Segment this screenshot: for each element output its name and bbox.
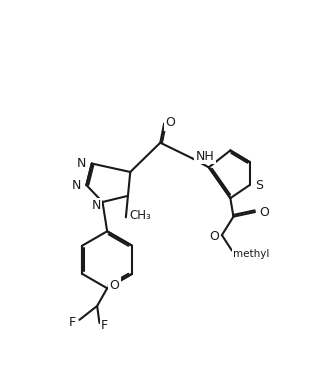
Text: NH: NH bbox=[196, 150, 214, 163]
Text: F: F bbox=[69, 316, 76, 329]
Text: O: O bbox=[209, 230, 219, 243]
Text: O: O bbox=[259, 205, 269, 219]
Text: N: N bbox=[77, 157, 87, 170]
Text: O: O bbox=[166, 116, 176, 129]
Text: CH₃: CH₃ bbox=[129, 209, 151, 222]
Text: O: O bbox=[109, 279, 119, 292]
Text: S: S bbox=[255, 178, 263, 192]
Text: F: F bbox=[101, 319, 108, 332]
Text: N: N bbox=[72, 178, 81, 192]
Text: methyl: methyl bbox=[233, 250, 270, 259]
Text: N: N bbox=[92, 199, 101, 212]
